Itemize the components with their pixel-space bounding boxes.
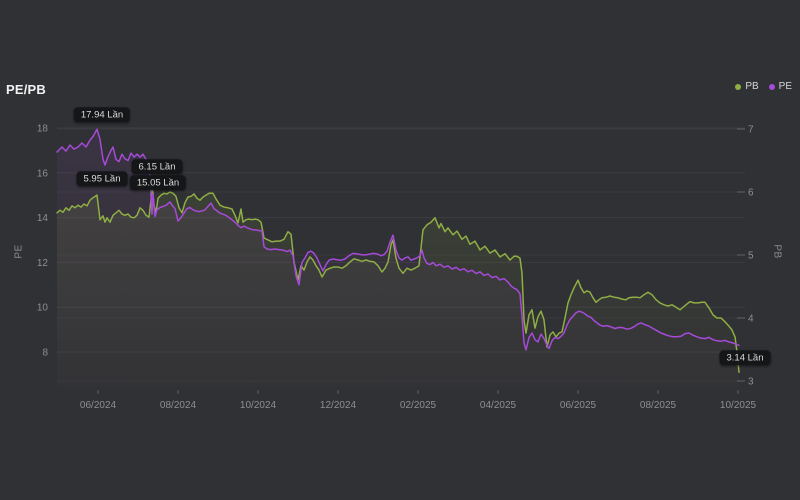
legend-item-pb[interactable]: PB	[735, 81, 759, 92]
value-badge: 6.15 Lần	[131, 159, 183, 175]
x-axis-tick: 10/2025	[720, 400, 757, 411]
right-axis-tick: 6	[748, 188, 754, 199]
pe-line	[56, 128, 740, 351]
value-badge: 5.95 Lần	[76, 171, 128, 187]
value-badge: 15.05 Lần	[129, 175, 187, 191]
pb-legend-dot-icon	[735, 83, 742, 90]
page-title: PE/PB	[6, 82, 47, 97]
pe-legend-dot-icon	[768, 83, 775, 90]
left-axis-tick: 8	[42, 348, 48, 359]
right-axis-tick: 3	[748, 377, 754, 388]
right-axis-tick: 7	[748, 125, 754, 136]
series-lines	[56, 128, 740, 373]
left-axis-tick: 18	[37, 124, 49, 135]
x-axis-tick: 10/2024	[240, 400, 277, 411]
x-axis-tick: 08/2024	[160, 400, 197, 411]
legend: PB PE	[735, 81, 792, 92]
x-axis-tick: 08/2025	[640, 400, 677, 411]
right-axis-tick: 4	[748, 314, 754, 325]
legend-label-pe: PE	[778, 81, 792, 92]
x-axis-tick: 02/2025	[400, 400, 437, 411]
left-axis-tick: 14	[37, 213, 49, 224]
left-axis-tick: 12	[37, 258, 49, 269]
right-axis-tick: 5	[748, 251, 754, 262]
axis-tick-labels: 18 16 14 12 10 8 7 6 5 4 3 06/2024 08/2024 10/2024 12/…	[37, 124, 757, 412]
legend-item-pe[interactable]: PE	[768, 81, 792, 92]
legend-label-pb: PB	[745, 81, 759, 92]
x-axis-tick: 12/2024	[320, 400, 357, 411]
value-badge: 17.94 Lần	[73, 107, 131, 123]
left-axis-tick: 10	[37, 303, 49, 314]
x-axis-tick: 04/2025	[480, 400, 517, 411]
value-badge: 3.14 Lần	[719, 350, 771, 366]
x-axis-tick: 06/2025	[560, 400, 597, 411]
x-axis-tick: 06/2024	[80, 400, 117, 411]
left-axis-tick: 16	[37, 168, 49, 179]
